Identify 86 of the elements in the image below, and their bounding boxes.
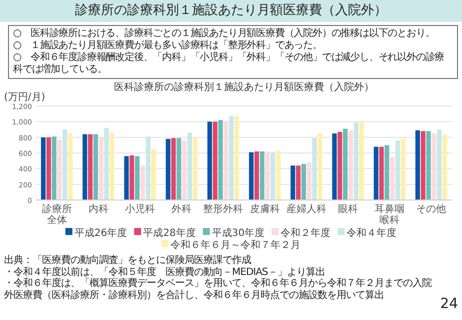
legend-label: 令和６年６月～令和７年２月	[170, 239, 300, 251]
bar	[57, 140, 62, 200]
legend-label: 平成28年度	[143, 227, 196, 239]
bar	[437, 130, 442, 200]
bar	[384, 145, 390, 200]
legend-label: 令和４年度	[346, 227, 397, 239]
bar	[130, 155, 134, 200]
bar	[62, 130, 68, 200]
x-tick-label: 診療所全体	[42, 203, 72, 226]
bar	[182, 140, 187, 200]
bar	[442, 134, 448, 200]
bar	[166, 138, 170, 200]
bar	[276, 150, 281, 200]
bar	[342, 128, 348, 200]
x-tick-label: 耳鼻咽喉科	[374, 203, 405, 226]
bar	[98, 137, 104, 200]
text: 24	[440, 296, 458, 312]
text: ○ １施設あたり月額医療費が最も多い診療科は「整形外科」であった。	[13, 40, 323, 52]
bar	[415, 130, 420, 200]
bar	[260, 151, 264, 200]
bar	[93, 134, 98, 200]
bar	[400, 138, 406, 200]
x-tick-label: 皮膚科	[250, 203, 280, 215]
bar	[218, 120, 223, 200]
bar	[359, 122, 364, 200]
x-tick-label: 整形外科	[203, 203, 244, 215]
bar	[432, 133, 436, 200]
bar	[379, 146, 384, 200]
legend-label: 令和２年度	[280, 227, 331, 239]
text: ・令和４年度以前は、「令和５年度 医療費の動向－MEDIAS－」より算出	[4, 266, 326, 278]
bar	[420, 131, 426, 200]
legend-label: 平成30年度	[212, 227, 265, 239]
bar	[426, 131, 431, 200]
bar	[234, 116, 240, 200]
bar	[151, 149, 156, 200]
bar	[104, 128, 109, 200]
x-tick-label: その他	[416, 203, 446, 215]
legend-label: 平成26年度	[74, 227, 128, 239]
bar	[254, 151, 259, 200]
bar	[82, 134, 88, 200]
x-tick-label: 内科	[88, 203, 108, 215]
x-tick-label: 眼科	[338, 203, 358, 215]
bar	[88, 134, 93, 200]
bar	[40, 137, 46, 200]
bar	[354, 122, 358, 200]
bar	[290, 166, 296, 200]
bar	[134, 156, 140, 200]
bar	[374, 146, 378, 200]
bar	[332, 133, 337, 200]
bar	[301, 164, 306, 200]
bar	[140, 166, 146, 200]
bar	[52, 136, 56, 200]
bar	[265, 151, 270, 200]
bar	[110, 132, 114, 200]
x-tick-label: 産婦人科	[286, 203, 326, 215]
bar	[68, 133, 73, 200]
bar	[338, 132, 342, 200]
bar	[124, 156, 129, 200]
bar	[318, 133, 322, 200]
bar	[146, 136, 150, 200]
bar	[312, 138, 317, 200]
bar	[270, 152, 276, 200]
bar	[395, 140, 400, 200]
bar	[46, 137, 51, 200]
bar	[171, 138, 176, 200]
source-note: 出典：「医療費の動向調査」をもとに保険局医療課で作成	[4, 255, 252, 266]
text: ・令和６年度は、「概算医療費データベース」を用いて、令和６年６月から令和７年２月までの入院外医療費（医科診療所・診療科別）を合計し、令和６年６月時点での施設数を用いて算出	[4, 278, 432, 301]
chart-title: 診療所の診療科別１施設あたり月額医療費（入院外）	[0, 0, 462, 22]
bar	[207, 122, 212, 200]
bar	[248, 152, 254, 200]
y-axis-title: (万円/月)	[4, 92, 46, 103]
bar	[192, 137, 198, 200]
text: ○ 令和６年度診療報酬改定後、「内科」「小児科」「外科」「その他」では減少し、それ以外の診療科では増加している。	[13, 52, 446, 76]
chart-subtitle: 医科診療所の診療科別１施設あたり月額医療費（入院外）	[114, 81, 374, 93]
bar	[229, 116, 234, 200]
bar	[296, 166, 301, 200]
x-tick-label: 外科	[172, 203, 192, 215]
x-tick-label: 小児科	[125, 203, 155, 215]
bar	[187, 132, 192, 200]
bar	[176, 138, 182, 200]
bar	[224, 122, 228, 200]
bar	[212, 122, 218, 200]
bar	[348, 130, 354, 200]
bar	[306, 162, 312, 200]
bar	[390, 156, 395, 200]
text: ○ 医科診療所における、診療科ごとの１施設あたり月額医療費（入院外）の推移は以下のとおり。	[13, 28, 436, 40]
